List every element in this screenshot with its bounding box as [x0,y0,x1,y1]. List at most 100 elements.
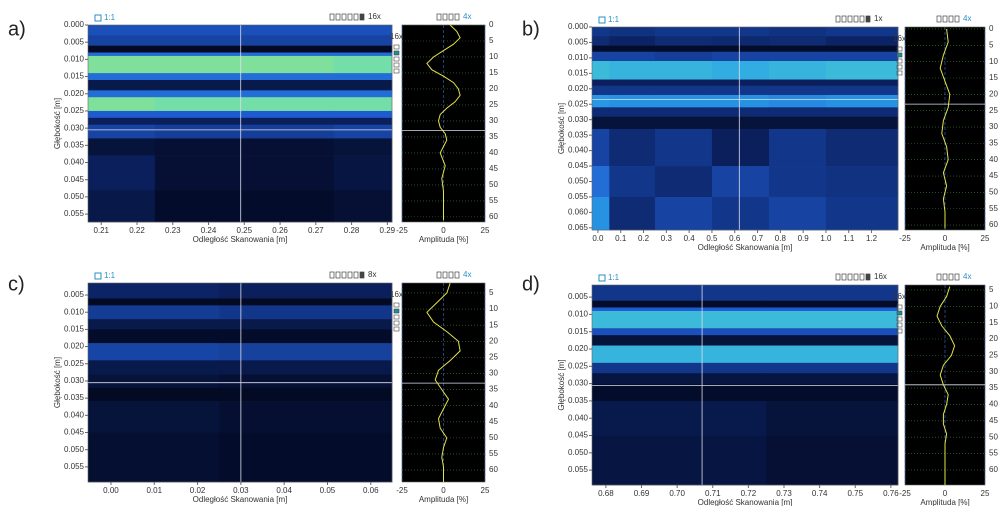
y-tick-label: 40 [489,401,498,410]
zoom-icon [329,13,335,21]
side-icon [896,70,903,76]
y-tick-label: 50 [489,180,498,189]
x-tick-label: 0.26 [272,226,288,235]
heat-cell [609,107,656,117]
y-tick-label: 0.050 [568,177,589,186]
heat-cell [333,110,393,119]
side-icon [393,302,400,308]
x-tick-label: 0.04 [276,486,292,495]
zoom-icon [853,273,859,281]
heat-cell [592,166,610,198]
zoom-icon [865,15,871,23]
x-tick-label: -25 [396,226,408,235]
y-tick-label: 0.025 [64,359,85,368]
x-axis-title: Amplituda [%] [419,495,468,504]
heat-cell [88,110,156,119]
zoom-icon [448,271,454,279]
y-tick-label: 35 [989,383,998,392]
x-tick-label: 0.03 [233,486,249,495]
heat-cell [654,166,713,198]
side-icon [896,316,903,322]
x-tick-label: 0.8 [775,234,787,243]
side-zoom: 16x [893,34,906,43]
heat-cell [825,116,899,130]
zoom-icon [436,271,442,279]
heat-cell [711,94,770,108]
side-zoom: 16x [893,292,906,301]
x-tick-label: 0.1 [615,234,627,243]
y-tick-label: 0.050 [64,445,85,454]
zoom: 16x [368,12,381,21]
heat-cell [609,27,656,37]
x-axis-title: Amplituda [%] [920,243,969,252]
zoom-icon [847,15,853,23]
y-tick-label: 0.005 [568,292,589,301]
heat-cell [88,387,220,402]
heat-cell [766,345,899,364]
y-tick-label: 55 [489,196,498,205]
x-axis-title: Amplituda [%] [920,498,969,506]
zoom: 4x [963,272,971,281]
heat-cell [154,97,335,112]
x-tick-label: 25 [981,234,990,243]
zoom-icon [454,271,460,279]
heat-cell [711,107,770,117]
y-axis-title: Głębokość [m] [53,98,62,149]
zoom-icon [341,271,347,279]
y-tick-label: 45 [989,171,998,180]
y-tick-label: 0.015 [568,327,589,336]
heat-cell [333,155,393,191]
badge-box [94,14,102,22]
x-tick-label: 0.7 [752,234,764,243]
x-tick-label: 0.02 [190,486,206,495]
heat-cell [825,60,899,80]
zoom: 8x [368,270,376,279]
y-tick-label: 60 [989,220,998,229]
heat-cell [154,45,335,53]
y-tick-label: 0.035 [568,396,589,405]
y-tick-label: 0.045 [64,175,85,184]
y-tick-label: 0.000 [64,20,85,29]
y-axis-title: Głębokość [m] [53,357,62,408]
heat-cell [219,432,393,483]
side-icon [896,52,903,58]
y-tick-label: 0.005 [64,290,85,299]
badge-box [598,16,606,24]
heat-cell [654,60,713,80]
badge: 1:1 [104,13,116,22]
x-tick-label: 0.3 [661,234,673,243]
heat-cell [654,128,713,167]
heat-cell [154,117,335,126]
side-icon [393,50,400,56]
heat-cell [333,52,393,57]
heat-cell [88,55,156,74]
x-tick-label: 25 [481,226,490,235]
side-icon [393,326,400,332]
side-icon [393,314,400,320]
y-tick-label: 0.040 [64,158,85,167]
heat-cell [768,128,827,167]
y-tick-label: 60 [489,465,498,474]
heat-cell [88,190,156,223]
heat-cell [88,298,220,306]
heat-cell [609,60,656,80]
x-tick-label: 0.05 [320,486,336,495]
x-axis-title: Odległość Skanowania [m] [698,243,793,252]
zoom-icon [942,273,948,281]
zoom-icon [859,15,865,23]
heat-cell [766,383,899,402]
heat-cell [219,360,393,375]
heat-cell [654,196,713,231]
amplitude-line [939,28,951,229]
x-tick-label: 0 [441,226,446,235]
heat-cell [592,27,610,37]
heat-cell [154,25,335,36]
heat-cell [219,387,393,402]
heat-cell [825,107,899,117]
x-tick-label: 0 [943,234,948,243]
heat-cell [219,283,393,299]
y-tick-label: 10 [989,301,998,310]
y-tick-label: 0.030 [64,376,85,385]
zoom-icon [954,273,960,281]
heat-cell [154,90,335,98]
